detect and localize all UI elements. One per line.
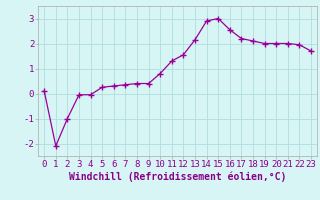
X-axis label: Windchill (Refroidissement éolien,°C): Windchill (Refroidissement éolien,°C) — [69, 172, 286, 182]
